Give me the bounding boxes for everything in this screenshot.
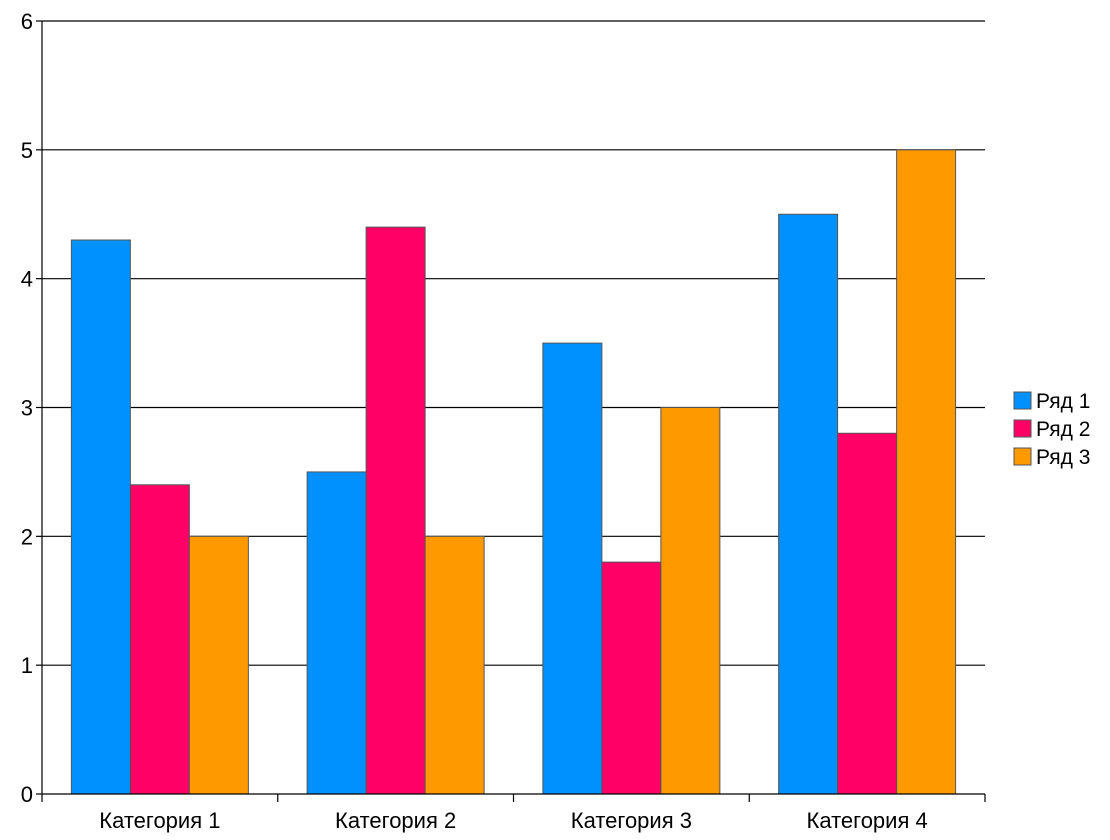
y-tick-labels: 0 1 2 3 4 5 6 [21, 9, 33, 807]
x-category-label: Категория 4 [807, 808, 928, 833]
legend-label: Ряд 1 [1036, 390, 1090, 413]
legend-label: Ряд 2 [1036, 418, 1090, 441]
axes [36, 20, 986, 802]
legend-swatch [1013, 447, 1032, 466]
y-tick-label: 5 [21, 138, 33, 163]
bar-1-2 [306, 471, 367, 795]
legend: Ряд 1 Ряд 2 Ряд 3 [1013, 390, 1090, 469]
bar-3-3 [660, 407, 721, 795]
y-tick-label: 2 [21, 524, 33, 549]
legend-swatch [1013, 391, 1032, 410]
bar-2-4 [837, 432, 898, 795]
bar-2-1 [129, 484, 190, 795]
y-tick-label: 3 [21, 396, 33, 421]
bar-2-3 [601, 561, 662, 795]
x-tick-labels: Категория 1 Категория 2 Категория 3 Категор… [99, 808, 927, 833]
bar-3-4 [896, 149, 957, 795]
y-tick-label: 4 [21, 267, 33, 292]
bar-1-3 [542, 342, 603, 795]
bar-1-1 [70, 239, 131, 795]
x-category-label: Категория 1 [99, 808, 220, 833]
legend-swatch [1013, 419, 1032, 438]
bar-3-1 [188, 535, 249, 795]
bar-2-2 [365, 226, 426, 795]
y-tick-label: 0 [21, 782, 33, 807]
legend-label: Ряд 3 [1036, 446, 1090, 469]
x-category-label: Категория 2 [335, 808, 456, 833]
bar-1-4 [778, 213, 839, 795]
bar-3-2 [424, 535, 485, 795]
bars [70, 149, 957, 795]
y-tick-label: 1 [21, 653, 33, 678]
y-tick-label: 6 [21, 9, 33, 34]
x-category-label: Категория 3 [571, 808, 692, 833]
